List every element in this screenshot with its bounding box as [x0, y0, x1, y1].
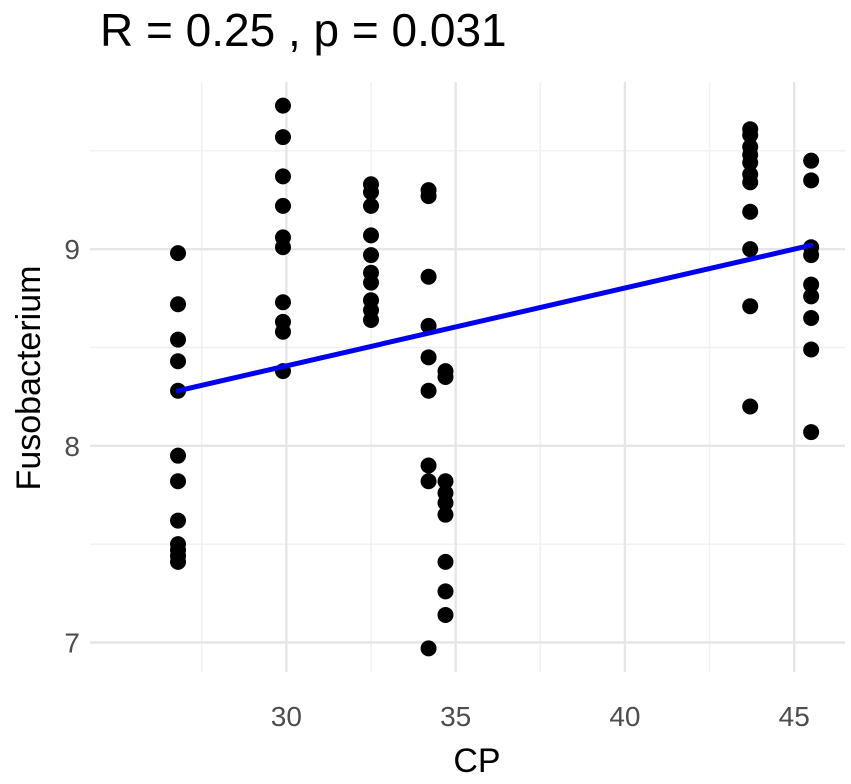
grid	[90, 82, 845, 672]
y-tick-label: 8	[64, 431, 80, 462]
x-tick-label: 35	[440, 701, 471, 732]
data-point	[437, 583, 454, 600]
data-point	[170, 353, 187, 370]
data-point	[363, 247, 380, 264]
y-tick-labels: 7 8 9	[64, 234, 80, 658]
data-point	[274, 168, 291, 185]
data-point	[803, 172, 820, 189]
data-points	[170, 97, 820, 657]
x-axis-title: CP	[453, 742, 500, 780]
chart-title: R = 0.25 , p = 0.031	[100, 4, 507, 56]
data-point	[803, 152, 820, 169]
data-point	[274, 294, 291, 311]
data-point	[363, 311, 380, 328]
data-point	[170, 331, 187, 348]
x-tick-label: 40	[609, 701, 640, 732]
data-point	[742, 154, 759, 171]
x-tick-labels: 30 35 40 45	[271, 701, 810, 732]
data-point	[437, 606, 454, 623]
data-point	[363, 184, 380, 201]
data-point	[803, 288, 820, 305]
y-tick-label: 7	[64, 628, 80, 659]
data-point	[274, 97, 291, 114]
data-point	[803, 310, 820, 326]
data-point	[420, 188, 437, 205]
data-point	[742, 174, 759, 191]
data-point	[420, 457, 437, 474]
data-point	[437, 369, 454, 385]
data-point	[170, 512, 187, 529]
data-point	[363, 197, 380, 214]
data-point	[274, 323, 291, 340]
data-point	[420, 382, 437, 399]
data-point	[170, 296, 187, 313]
data-point	[420, 268, 437, 285]
data-point	[803, 276, 820, 293]
data-point	[363, 274, 380, 291]
regression-line-group	[175, 242, 814, 394]
data-point	[742, 298, 759, 315]
data-point	[803, 341, 820, 358]
data-point	[742, 203, 759, 220]
data-point	[437, 506, 454, 523]
data-point	[742, 398, 759, 415]
data-point	[274, 129, 291, 146]
data-point	[437, 473, 454, 490]
x-tick-label: 45	[779, 701, 810, 732]
data-point	[274, 239, 291, 256]
data-point	[420, 349, 437, 366]
data-point	[437, 553, 454, 570]
data-point	[170, 553, 187, 570]
data-point	[742, 241, 759, 258]
data-point	[420, 473, 437, 490]
data-point	[170, 447, 187, 464]
data-point	[420, 640, 437, 657]
data-point	[363, 227, 380, 244]
y-tick-label: 9	[64, 234, 80, 265]
data-point	[803, 424, 820, 441]
data-point	[437, 494, 454, 511]
data-point	[170, 473, 187, 490]
data-point	[274, 197, 291, 214]
y-axis-title: Fusobacterium	[10, 266, 48, 491]
data-point	[170, 245, 187, 262]
x-tick-label: 30	[271, 701, 302, 732]
data-point	[803, 247, 820, 264]
regression-line	[175, 242, 814, 394]
data-point	[742, 127, 759, 144]
